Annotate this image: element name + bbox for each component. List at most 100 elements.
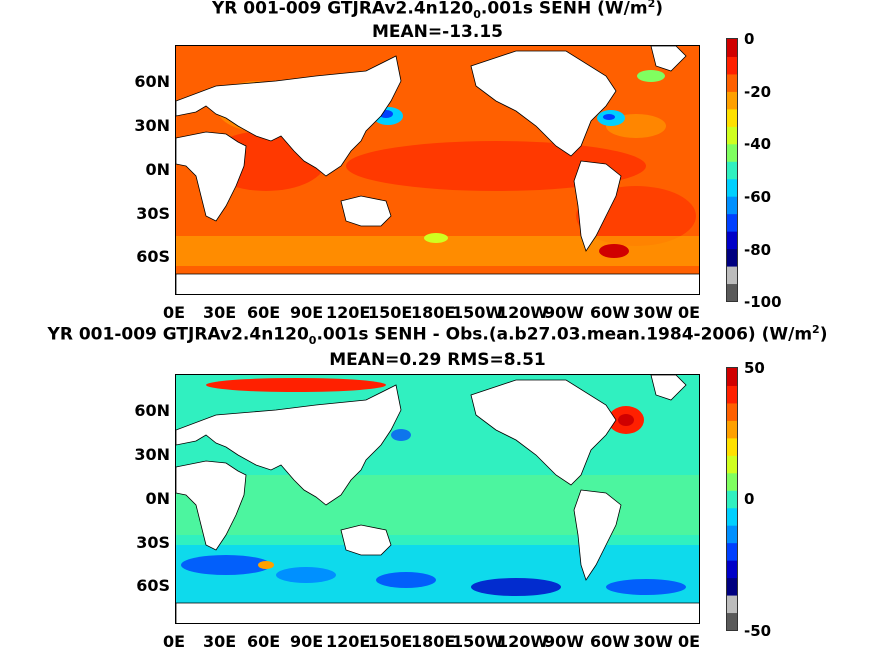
- chart2-africa: [176, 460, 247, 551]
- colorbar-swatch: [727, 178, 737, 197]
- colorbar-swatch: [727, 525, 737, 544]
- chart2-kuroshio-cold: [391, 429, 411, 441]
- chart2-ytick-label: 60N: [134, 401, 170, 420]
- chart2-ytick-label: 0N: [145, 489, 170, 508]
- chart2-xtick-label: 150W: [452, 632, 504, 651]
- chart2-australia: [340, 524, 392, 556]
- colorbar-swatch: [727, 560, 737, 579]
- chart2-xtick-label: 0E: [678, 632, 701, 651]
- chart1-xtick-label: 60W: [590, 303, 630, 322]
- chart2-arctic-warm: [206, 378, 386, 392]
- chart1-xtick-label: 0E: [163, 303, 186, 322]
- chart1-colorbar-tick: -80: [744, 241, 772, 259]
- chart1-xtick-label: 90E: [290, 303, 324, 322]
- chart2-eurasia: [176, 384, 402, 506]
- chart2-title: YR 001-009 GTJRAv2.4n1200.001s SENH - Ob…: [0, 320, 875, 351]
- colorbar-swatch: [727, 248, 737, 267]
- chart1-xtick-label: 120W: [497, 303, 549, 322]
- chart1-greenland: [650, 46, 687, 72]
- colorbar-swatch: [727, 437, 737, 456]
- colorbar-swatch: [727, 577, 737, 596]
- chart2-colorbar: [726, 367, 738, 631]
- chart1-colorbar-tick: -100: [744, 293, 782, 311]
- chart1-colorbar-tick: -60: [744, 188, 772, 206]
- chart2-so-cold-3: [376, 572, 436, 588]
- chart1-colorbar-tick: 0: [744, 30, 755, 48]
- colorbar-swatch: [727, 266, 737, 285]
- colorbar-swatch: [727, 196, 737, 215]
- chart1-colorbar: [726, 38, 738, 302]
- colorbar-swatch: [727, 108, 737, 127]
- chart1-subtitle: MEAN=-13.15: [372, 22, 503, 42]
- chart2-title-close: ): [819, 324, 828, 345]
- chart2-xtick-label: 150E: [368, 632, 413, 651]
- chart2-xtick-label: 30W: [633, 632, 673, 651]
- chart2-xtick-label: 90W: [544, 632, 584, 651]
- chart1-ytick-label: 30S: [136, 204, 170, 223]
- chart1-xtick-label: 90W: [544, 303, 584, 322]
- chart1-xtick-label: 180E: [411, 303, 456, 322]
- chart1-title-close: ): [655, 0, 664, 19]
- chart1-xtick-label: 0E: [678, 303, 701, 322]
- chart1-title-tail: .001s SENH (W/m: [480, 0, 648, 19]
- chart1-colorbar-tick: -40: [744, 135, 772, 153]
- colorbar-swatch: [727, 143, 737, 162]
- chart1-colorbar-gradient: [727, 39, 737, 302]
- chart1-xtick-label: 120E: [326, 303, 371, 322]
- chart1-xtick-label: 60E: [247, 303, 281, 322]
- chart1-gulfstream-core: [603, 114, 615, 120]
- chart2-greenland: [650, 375, 687, 401]
- chart1-australia: [340, 195, 392, 227]
- colorbar-swatch: [727, 161, 737, 180]
- chart2-xtick-label: 180E: [411, 632, 456, 651]
- chart1-continents: [176, 46, 699, 294]
- chart1-ytick-label: 30N: [134, 116, 170, 135]
- colorbar-swatch: [727, 490, 737, 509]
- chart1-title: YR 001-009 GTJRAv2.4n1200.001s SENH (W/m…: [0, 0, 875, 25]
- colorbar-swatch: [727, 612, 737, 631]
- chart2-title-main: YR 001-009 GTJRAv2.4n120: [47, 324, 309, 345]
- chart1-title-main: YR 001-009 GTJRAv2.4n120: [211, 0, 474, 19]
- chart1-ytick-label: 0N: [145, 160, 170, 179]
- colorbar-swatch: [727, 39, 737, 57]
- chart2-title-tail: .001s SENH - Obs.(a.b27.03.mean.1984-200…: [316, 324, 813, 345]
- chart1-malvinas: [599, 244, 629, 258]
- chart1-colorbar-tick: -20: [744, 83, 772, 101]
- colorbar-swatch: [727, 368, 737, 386]
- chart2-ytick-label: 30N: [134, 445, 170, 464]
- chart2-colorbar-tick: 0: [744, 490, 755, 508]
- chart1-ytick-label: 60N: [134, 72, 170, 91]
- chart2-colorbar-tick: -50: [744, 622, 772, 640]
- colorbar-swatch: [727, 56, 737, 75]
- chart1-eurasia: [176, 55, 402, 177]
- chart2-subtitle: MEAN=0.29 RMS=8.51: [329, 350, 546, 370]
- chart2-xtick-label: 30E: [203, 632, 237, 651]
- chart1-ytick-label: 60S: [136, 247, 170, 266]
- chart1-plot-area: [175, 45, 700, 295]
- chart2-map: [176, 375, 699, 623]
- chart1-title-sub: 0: [473, 8, 481, 22]
- chart2-warm-spot-1: [258, 561, 274, 569]
- chart2-labrador-core: [618, 414, 634, 426]
- chart2-xtick-label: 120W: [497, 632, 549, 651]
- chart2-xtick-label: 60E: [247, 632, 281, 651]
- chart2-southern-band: [176, 545, 699, 605]
- chart2-title-sub: 0: [308, 334, 317, 348]
- colorbar-swatch: [727, 402, 737, 421]
- colorbar-swatch: [727, 420, 737, 439]
- chart2-so-cold-4: [471, 578, 561, 596]
- chart1-antarctica: [176, 273, 699, 294]
- chart2-plot-area: [175, 374, 700, 624]
- chart2-xtick-label: 90E: [290, 632, 324, 651]
- chart1-map: [176, 46, 699, 294]
- chart2-xtick-label: 120E: [326, 632, 371, 651]
- colorbar-swatch: [727, 542, 737, 561]
- chart1-africa: [176, 131, 247, 222]
- chart1-south-america: [573, 160, 622, 252]
- chart1-xtick-label: 150E: [368, 303, 413, 322]
- chart2-ytick-label: 60S: [136, 576, 170, 595]
- colorbar-swatch: [727, 455, 737, 474]
- chart2-so-cold-2: [276, 567, 336, 583]
- colorbar-swatch: [727, 385, 737, 404]
- colorbar-swatch: [727, 91, 737, 110]
